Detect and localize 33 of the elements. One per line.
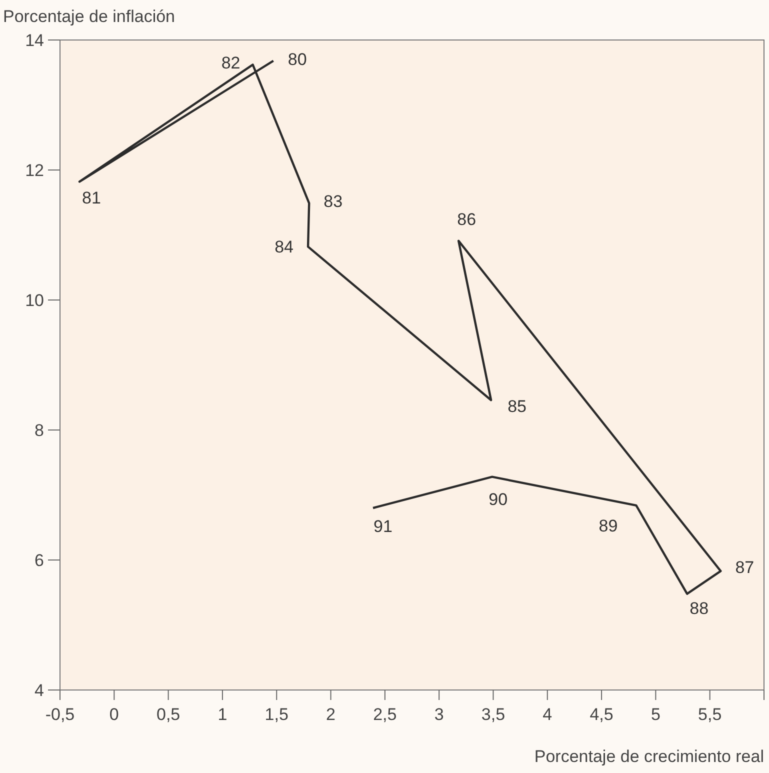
y-tick-label: 4 <box>34 680 44 700</box>
x-tick-label: 2,5 <box>373 705 397 724</box>
x-tick-label: 4,5 <box>590 705 614 724</box>
x-tick-label: 5 <box>650 705 660 724</box>
annotation: 82 <box>221 54 240 73</box>
y-tick-label: 10 <box>25 290 44 310</box>
annotation: 90 <box>488 490 508 509</box>
x-axis-title: Porcentaje de crecimiento real <box>534 747 764 766</box>
x-tick-label: 2 <box>326 705 336 724</box>
annotation: 86 <box>457 210 476 229</box>
x-tick-label: -0,5 <box>45 705 75 724</box>
x-tick-label: 4 <box>542 705 552 724</box>
annotation: 85 <box>508 397 527 416</box>
x-tick-label: 3,5 <box>481 705 506 724</box>
x-tick-label: 3 <box>434 705 444 724</box>
annotation: 91 <box>374 517 392 536</box>
x-tick-label: 0 <box>109 705 119 724</box>
y-tick-label: 8 <box>34 420 44 440</box>
y-tick-label: 12 <box>25 160 44 180</box>
annotation: 89 <box>598 516 618 536</box>
annotation: 88 <box>690 598 709 618</box>
annotation: 80 <box>288 50 307 69</box>
annotation: 81 <box>82 188 101 208</box>
annotation: 83 <box>324 192 343 212</box>
x-tick-label: 1,5 <box>264 705 288 724</box>
annotation: 87 <box>735 558 754 578</box>
y-tick-label: 6 <box>34 550 44 570</box>
x-tick-label: 0,5 <box>156 705 180 724</box>
annotation: 84 <box>274 238 294 257</box>
y-axis-title: Porcentaje de inflación <box>3 7 176 26</box>
y-tick-label: 14 <box>25 30 44 50</box>
x-tick-label: 5,5 <box>698 705 722 724</box>
x-tick-label: 1 <box>218 705 228 724</box>
